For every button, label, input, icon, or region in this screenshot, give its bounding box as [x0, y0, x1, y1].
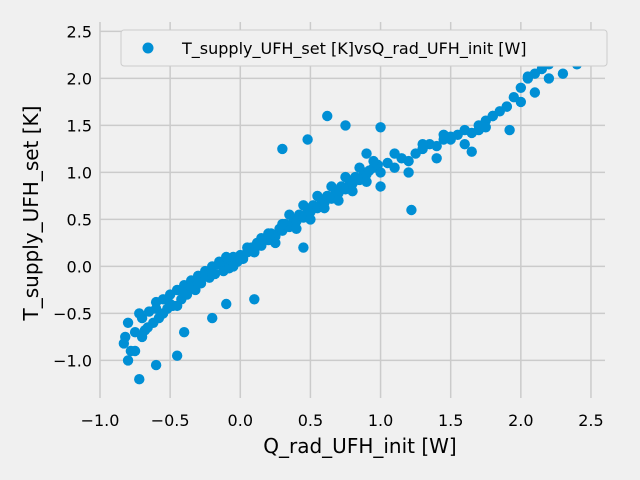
data-point [136, 331, 148, 343]
x-tick-label: 0.0 [228, 411, 253, 430]
data-point [340, 120, 351, 131]
data-point [438, 129, 449, 140]
data-point [375, 122, 386, 133]
data-point [263, 228, 274, 239]
data-point [129, 345, 141, 357]
data-point [480, 122, 491, 133]
data-point [515, 96, 527, 108]
data-point [171, 300, 183, 312]
data-point [361, 176, 372, 187]
data-point [302, 134, 313, 145]
data-point [403, 167, 414, 178]
data-point [361, 148, 372, 159]
data-point [150, 359, 162, 371]
data-point [277, 218, 288, 230]
data-point [322, 110, 333, 122]
data-point [178, 287, 190, 298]
data-point [235, 253, 246, 265]
data-point [389, 148, 400, 159]
data-point [305, 214, 316, 225]
data-point [122, 317, 134, 328]
data-point [326, 181, 337, 192]
data-point [431, 153, 442, 164]
y-tick-label: 1.0 [67, 163, 92, 182]
data-point [406, 204, 417, 216]
legend-marker [142, 42, 154, 54]
data-point [277, 143, 288, 155]
data-point [543, 73, 555, 84]
y-tick-label: 0.5 [67, 210, 92, 229]
data-point [157, 308, 169, 319]
y-tick-label: 1.5 [67, 116, 92, 135]
data-point [333, 195, 344, 206]
x-tick-label: 2.0 [508, 411, 533, 430]
data-point [122, 355, 134, 366]
data-point [529, 87, 541, 98]
data-point [368, 155, 379, 167]
legend-box [120, 29, 608, 67]
data-point [375, 167, 386, 178]
legend: T_supply_UFH_set [K]vsQ_rad_UFH_init [W] [120, 29, 608, 67]
data-point [249, 294, 260, 305]
data-point [221, 298, 232, 310]
data-point [515, 82, 527, 94]
data-point [375, 181, 386, 192]
data-point [319, 202, 330, 214]
x-tick-label: −1.0 [81, 411, 120, 430]
y-tick-label: 2.5 [67, 22, 92, 41]
data-point [171, 350, 183, 361]
x-tick-labels: −1.0 −0.5 0.0 0.5 1.0 1.5 2.0 2.5 [81, 411, 604, 430]
x-tick-label: −0.5 [151, 411, 190, 430]
data-point [207, 312, 218, 324]
data-point [501, 101, 513, 112]
x-axis-title: Q_rad_UFH_init [W] [263, 434, 456, 458]
data-point [192, 278, 204, 289]
data-point [504, 124, 515, 136]
x-tick-label: 2.5 [578, 411, 603, 430]
data-point [249, 247, 260, 258]
data-point [134, 374, 145, 385]
y-axis-title: T_supply_UFH_set [K] [19, 106, 43, 322]
data-point [291, 223, 302, 234]
data-point [228, 261, 239, 272]
y-tick-labels: −1.0 −0.5 0.0 0.5 1.0 1.5 2.0 2.5 [53, 22, 92, 370]
data-point [522, 71, 534, 82]
data-point [403, 155, 414, 167]
x-tick-label: 0.5 [298, 411, 323, 430]
data-point [340, 171, 351, 183]
data-point [417, 139, 428, 150]
legend-label: T_supply_UFH_set [K]vsQ_rad_UFH_init [W] [181, 39, 527, 59]
data-point [347, 186, 358, 197]
data-point [284, 209, 295, 220]
data-point [487, 110, 498, 122]
y-tick-label: −0.5 [53, 304, 92, 323]
data-point [221, 251, 232, 263]
data-point [312, 190, 323, 202]
data-point [431, 140, 442, 152]
data-point [142, 322, 153, 333]
data-point [466, 146, 477, 157]
data-point [354, 162, 365, 173]
data-point [207, 268, 218, 280]
data-point [178, 327, 190, 338]
y-tick-label: 2.0 [67, 69, 92, 88]
data-point [118, 338, 130, 349]
y-tick-label: −1.0 [53, 351, 92, 370]
data-point [270, 237, 281, 249]
data-point [298, 242, 309, 253]
x-tick-label: 1.5 [438, 411, 463, 430]
data-point [557, 68, 569, 79]
y-tick-label: 0.0 [67, 257, 92, 276]
data-point [298, 200, 309, 211]
x-tick-label: 1.0 [368, 411, 393, 430]
data-point [134, 308, 145, 319]
data-point [389, 162, 400, 173]
grid [99, 22, 605, 398]
data-point [459, 139, 470, 150]
